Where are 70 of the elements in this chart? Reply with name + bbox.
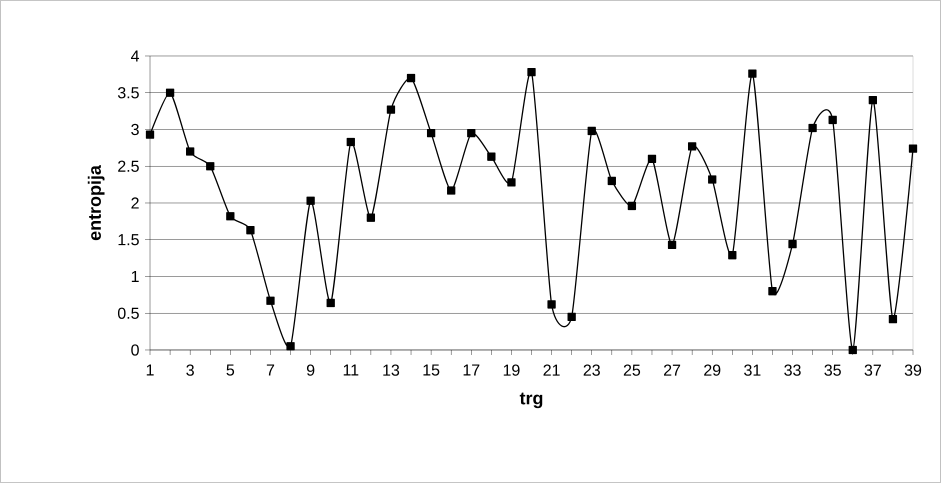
x-tick-label: 39: [904, 364, 922, 376]
point: [346, 138, 355, 146]
y-tick-label: 1: [132, 271, 139, 282]
point: [768, 287, 777, 296]
y-tick-label: 2: [131, 197, 139, 209]
x-tick-label: 13: [383, 364, 400, 376]
point: [808, 124, 817, 132]
point: [708, 175, 716, 184]
y-tick-label: 2.5: [118, 160, 139, 172]
x-axis-title: trg: [520, 392, 542, 408]
point: [688, 142, 696, 151]
point: [728, 251, 736, 260]
point: [226, 212, 234, 220]
y-tick-label: 3.5: [118, 87, 139, 98]
x-tick-label: 37: [864, 364, 881, 376]
point: [908, 144, 918, 153]
point: [628, 202, 636, 210]
y-tick-label: 3: [131, 124, 139, 136]
x-tick-label: 33: [784, 364, 801, 376]
x-tick-label: 23: [584, 364, 600, 376]
point: [306, 196, 315, 205]
point: [186, 147, 194, 156]
point: [748, 69, 757, 78]
x-tick-label: 27: [664, 364, 680, 376]
x-tick-label: 3: [186, 364, 194, 376]
point: [467, 129, 476, 138]
point: [507, 178, 516, 187]
point: [588, 126, 596, 136]
y-tick-label: 1.5: [118, 234, 139, 246]
point: [286, 342, 295, 350]
point: [547, 300, 556, 309]
point: [568, 312, 576, 322]
point: [888, 314, 898, 324]
y-tick-label: 0.5: [118, 308, 139, 319]
point: [487, 152, 496, 161]
x-tick-label: 19: [504, 364, 520, 376]
point: [206, 162, 214, 170]
point: [668, 240, 676, 250]
point: [868, 96, 877, 104]
point: [246, 226, 255, 234]
x-tick-label: 29: [704, 364, 720, 376]
x-tick-label: 9: [306, 364, 314, 376]
point: [366, 214, 376, 222]
point: [648, 154, 656, 164]
point: [848, 346, 857, 354]
x-tick-label: 7: [266, 364, 274, 376]
x-tick-label: 5: [226, 364, 234, 376]
x-tick-label: 31: [744, 364, 760, 376]
x-tick-label: 35: [824, 364, 841, 376]
x-tick-label: 11: [344, 364, 358, 376]
point: [166, 88, 174, 97]
x-tick-label: 1: [146, 364, 154, 376]
x-tick-label: 21: [544, 364, 560, 376]
y-tick-label: 0: [131, 344, 139, 356]
point: [326, 298, 335, 308]
point: [406, 74, 416, 82]
x-tick-label: 25: [624, 364, 640, 376]
y-tick-label: 4: [130, 50, 140, 62]
x-tick-label: 15: [423, 364, 440, 376]
point: [426, 129, 436, 138]
point: [146, 130, 154, 139]
point: [447, 186, 456, 195]
point: [608, 176, 616, 186]
point: [828, 116, 837, 124]
point: [527, 68, 536, 76]
point: [788, 240, 797, 248]
x-tick-label: 17: [464, 364, 480, 376]
point: [386, 105, 396, 114]
point: [266, 296, 275, 305]
y-axis-title: entropija: [88, 164, 105, 240]
